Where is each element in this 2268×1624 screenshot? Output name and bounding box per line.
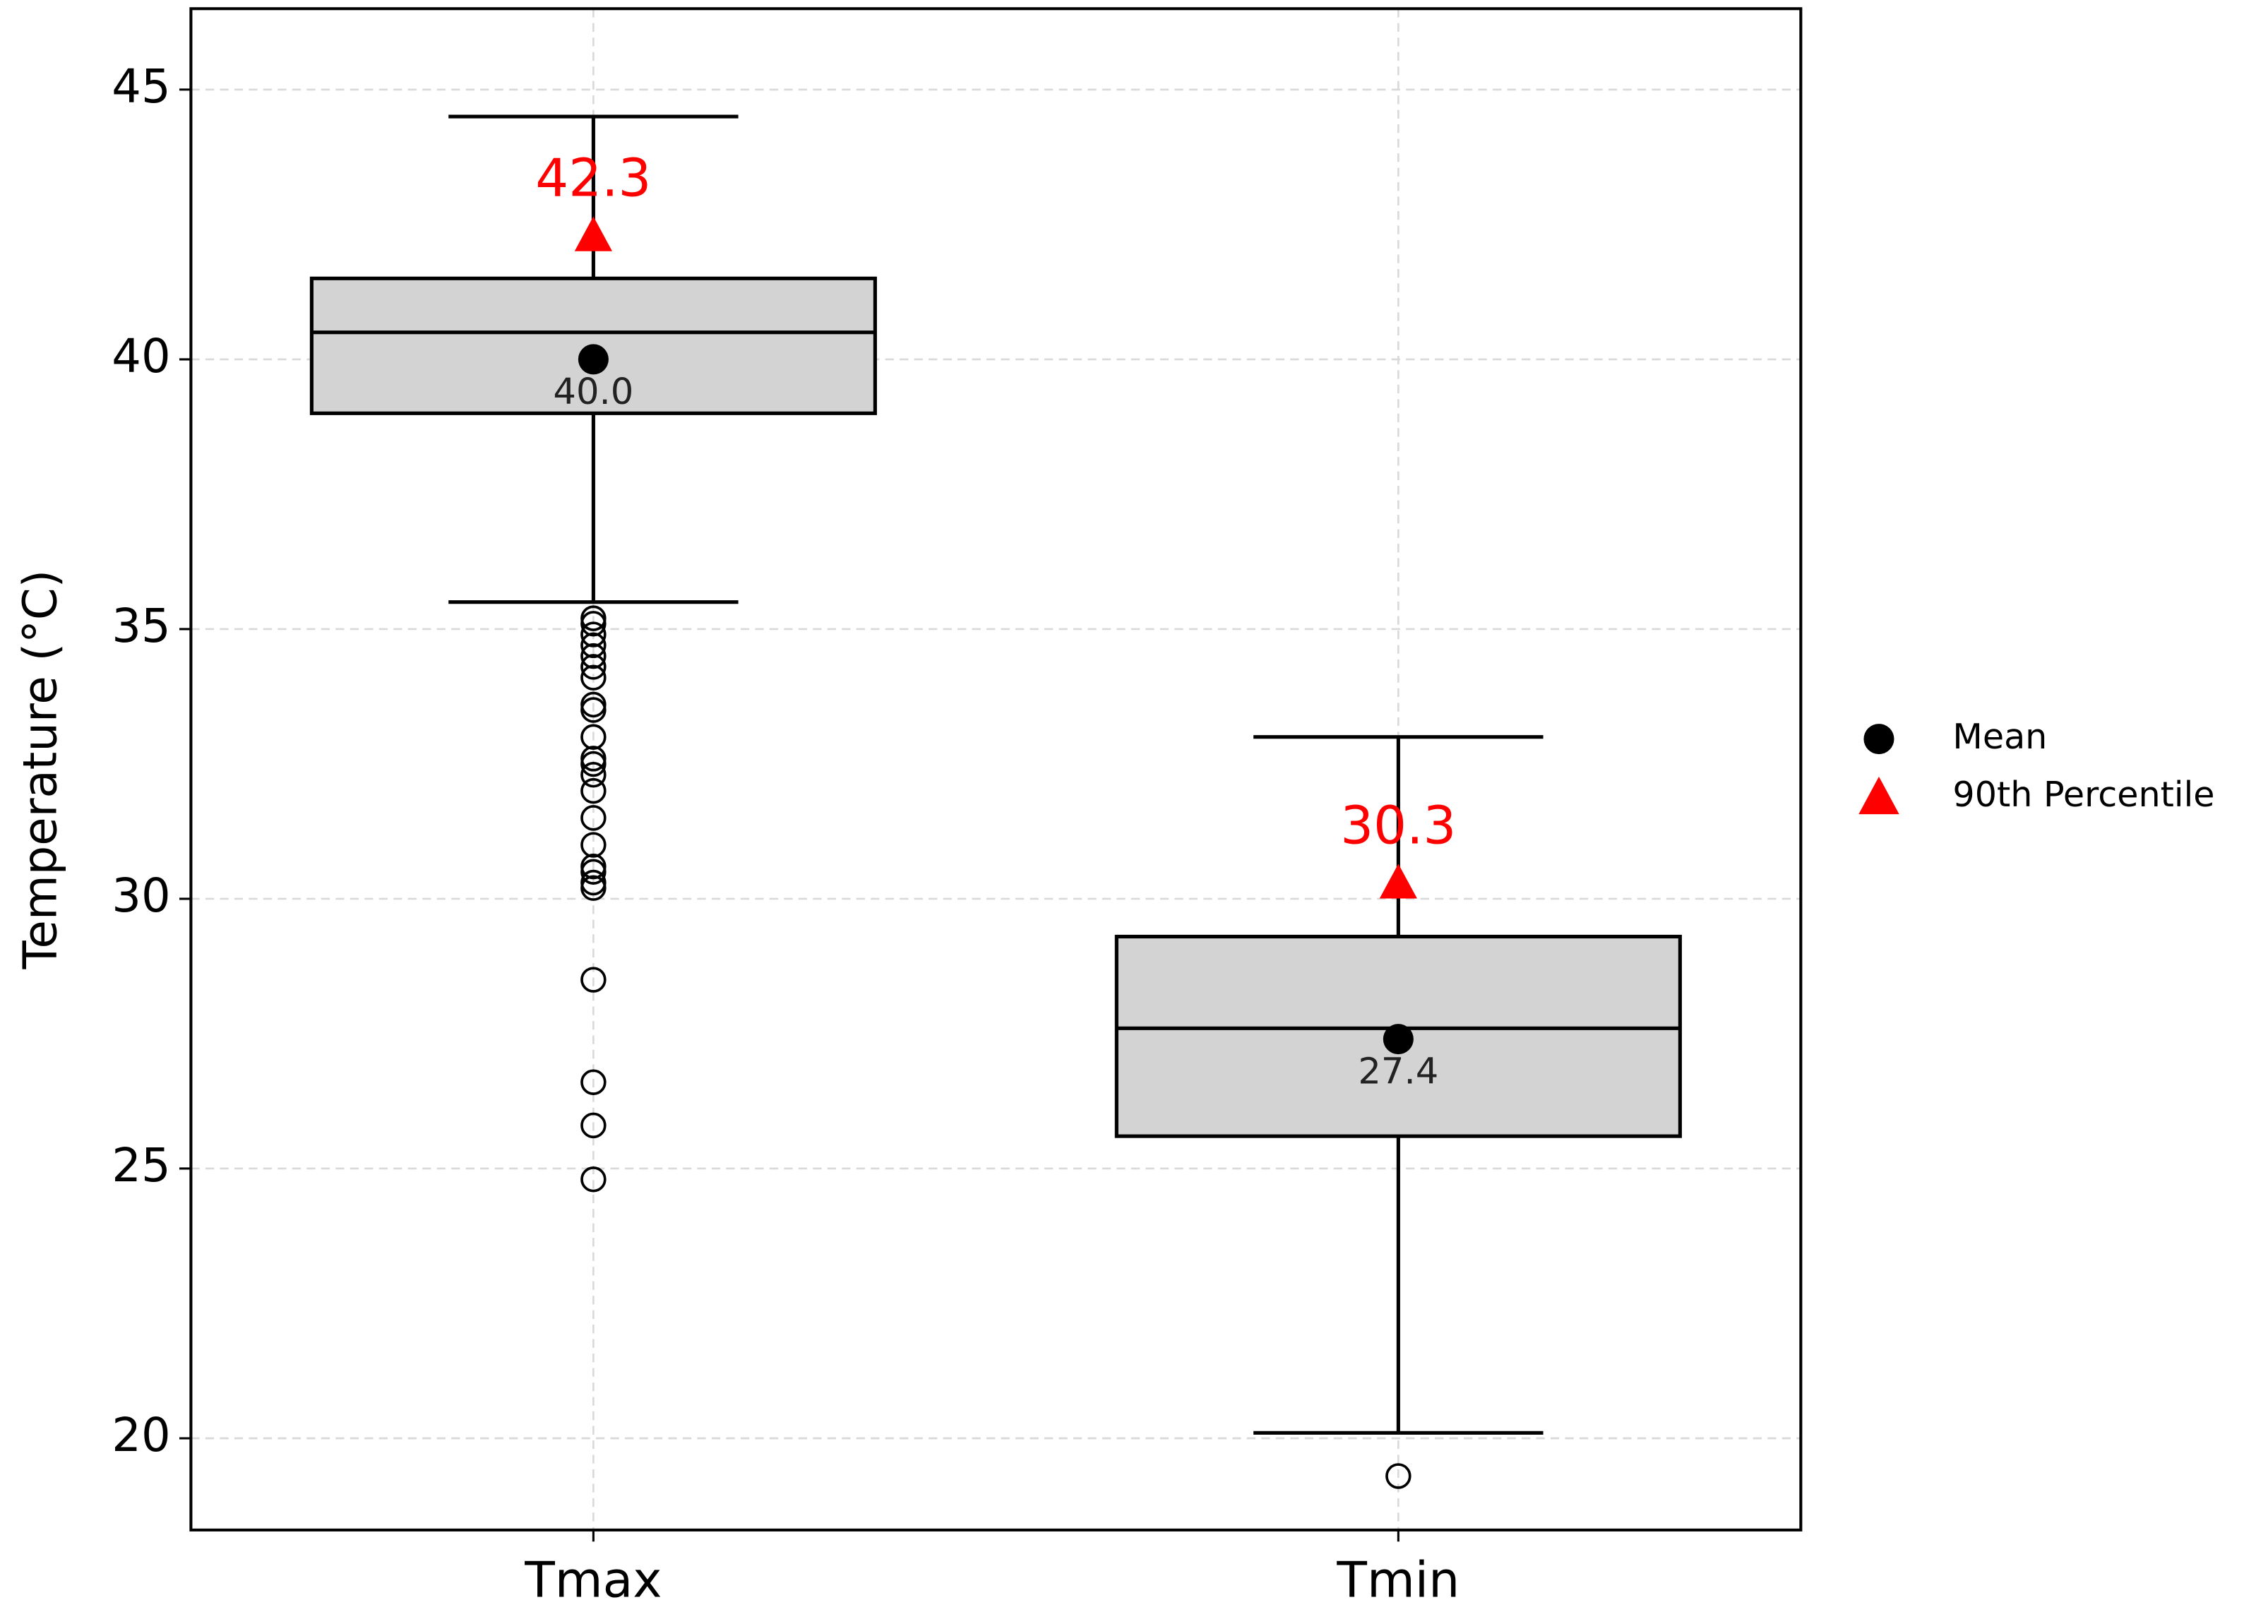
p90-label: 42.3 — [535, 148, 651, 208]
legend-marker — [1858, 776, 1899, 815]
outlier — [580, 875, 607, 901]
outlier — [580, 1166, 607, 1193]
y-tick-label: 20 — [112, 1409, 170, 1462]
outlier — [580, 751, 607, 777]
y-axis-label: Temperature (°C) — [14, 570, 68, 970]
y-tick-label: 45 — [112, 60, 170, 114]
legend-marker — [1863, 724, 1894, 755]
outlier — [580, 654, 607, 680]
p90-label: 30.3 — [1340, 796, 1456, 856]
y-tick-label: 40 — [112, 330, 170, 383]
outlier — [1385, 1463, 1411, 1489]
plot-frame — [189, 7, 1803, 1532]
outlier — [580, 1112, 607, 1139]
outlier — [580, 832, 607, 858]
y-tick-label: 30 — [112, 869, 170, 923]
x-tick-label: Tmax — [524, 1552, 662, 1609]
outlier — [580, 805, 607, 831]
mean-label: 27.4 — [1358, 1051, 1438, 1093]
p90-marker — [1379, 864, 1417, 899]
outlier — [580, 761, 607, 788]
outlier — [580, 643, 607, 669]
outlier — [580, 632, 607, 659]
p90-marker — [574, 216, 613, 251]
y-tick-label: 25 — [112, 1139, 170, 1193]
outlier — [580, 697, 607, 723]
mean-label: 40.0 — [553, 371, 633, 413]
outlier — [580, 611, 607, 637]
legend-label: 90th Percentile — [1952, 774, 2214, 815]
outlier — [580, 1069, 607, 1095]
outlier — [580, 724, 607, 750]
outlier — [580, 777, 607, 804]
legend-label: Mean — [1952, 716, 2047, 757]
mean-marker — [578, 344, 609, 375]
y-tick-label: 35 — [112, 599, 170, 653]
mean-marker — [1383, 1024, 1414, 1055]
outlier — [580, 621, 607, 647]
outlier — [580, 664, 607, 691]
x-tick-label: Tmin — [1336, 1552, 1460, 1609]
outlier — [580, 859, 607, 885]
outlier — [580, 967, 607, 993]
